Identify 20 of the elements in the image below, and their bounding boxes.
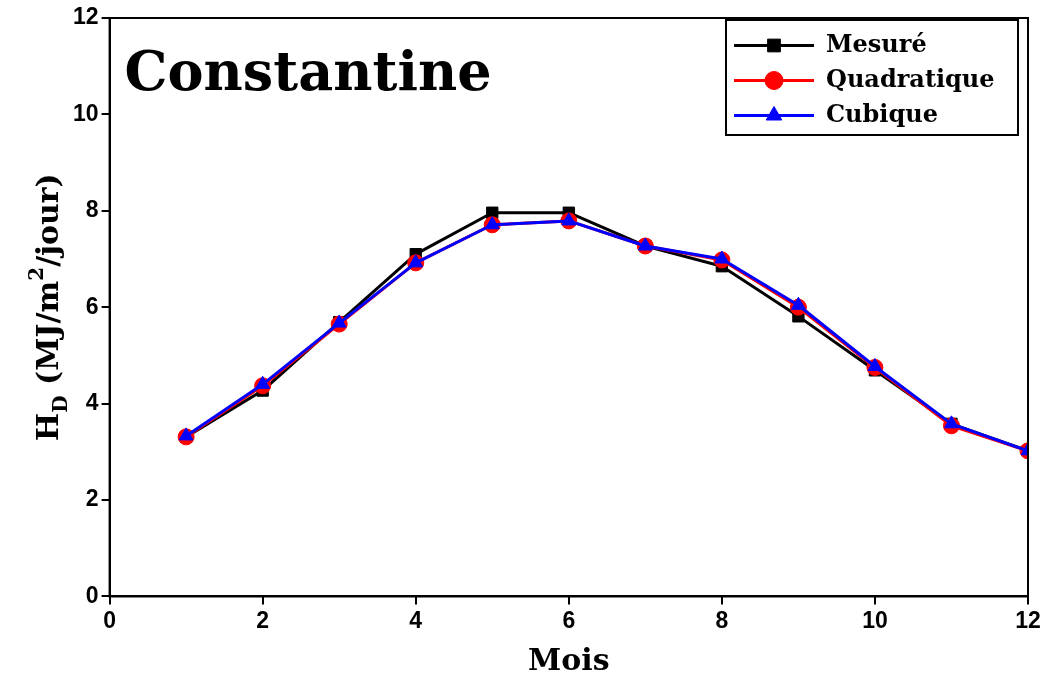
x-tick-label: 4	[409, 606, 423, 633]
y-tick-label: 2	[85, 485, 99, 512]
legend-label: Quadratique	[826, 63, 995, 93]
y-tick-label: 8	[85, 196, 99, 223]
y-tick-label: 6	[85, 292, 99, 319]
legend-label: Cubique	[826, 98, 938, 128]
x-tick-label: 10	[862, 606, 888, 633]
x-tick-label: 2	[256, 606, 270, 633]
x-tick-label: 6	[562, 606, 576, 633]
x-tick-label: 0	[103, 606, 116, 633]
chart-title: Constantine	[124, 39, 492, 103]
x-tick-label: 12	[1015, 606, 1041, 633]
legend-label: Mesuré	[826, 28, 927, 58]
y-tick-label: 0	[85, 581, 99, 608]
y-axis-title: HD (MJ/m2/jour)	[24, 173, 73, 442]
y-tick-label: 12	[72, 3, 99, 30]
y-tick-label: 4	[85, 388, 99, 415]
x-tick-label: 8	[715, 606, 729, 633]
y-tick-label: 10	[72, 99, 99, 126]
x-axis-title: Mois	[528, 641, 610, 677]
